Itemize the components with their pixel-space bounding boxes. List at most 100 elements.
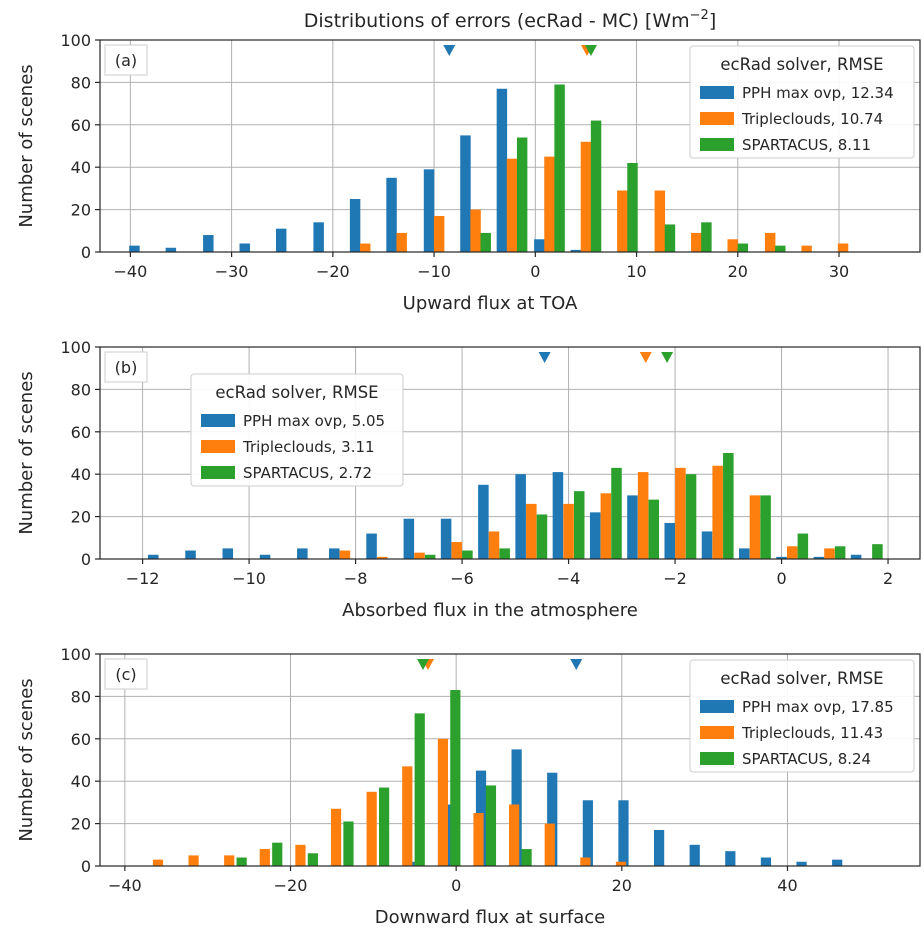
y-tick-label: 20: [71, 508, 91, 527]
bar-spartacus: [611, 467, 622, 559]
mean-marker-spartacus: [584, 45, 597, 56]
y-tick-label: 60: [71, 730, 91, 749]
bar-tripleclouds: [691, 232, 702, 252]
bar-tripleclouds: [509, 804, 520, 866]
bar-spartacus: [775, 245, 786, 252]
bar-tripleclouds: [433, 215, 445, 252]
legend-swatch: [700, 726, 734, 739]
legend-entry: Tripleclouds, 11.43: [741, 724, 883, 742]
bar-tripleclouds: [295, 844, 306, 866]
bar-tripleclouds: [600, 493, 612, 559]
panel-label: (c): [115, 665, 136, 684]
mean-marker-pph-max-ovp: [538, 352, 551, 363]
figure-title: Distributions of errors (ecRad - MC) [Wm…: [304, 8, 716, 32]
x-tick-label: −4: [557, 569, 581, 588]
x-tick-label: 20: [728, 262, 748, 281]
bar-tripleclouds: [414, 552, 425, 559]
bar-tripleclouds: [654, 190, 666, 252]
x-tick-label: 0: [451, 876, 461, 895]
bar-tripleclouds: [637, 472, 649, 559]
bar-spartacus: [462, 550, 473, 559]
axes-frame: [99, 39, 921, 253]
bar-spartacus: [236, 857, 247, 866]
x-tick-label: −12: [126, 569, 160, 588]
bar-spartacus: [516, 137, 528, 252]
legend-entry: Tripleclouds, 10.74: [741, 110, 883, 128]
bar-pph-max-ovp: [313, 222, 324, 252]
y-tick-label: 100: [60, 645, 91, 664]
bar-tripleclouds: [506, 158, 518, 252]
x-tick-label: −6: [450, 569, 474, 588]
y-tick-label: 0: [81, 550, 91, 569]
bar-tripleclouds: [526, 503, 537, 559]
bar-spartacus: [521, 849, 532, 866]
bar-spartacus: [272, 842, 283, 866]
bar-spartacus: [343, 821, 354, 866]
y-tick-label: 60: [71, 423, 91, 442]
bar-tripleclouds: [580, 141, 592, 252]
x-tick-label: −40: [113, 262, 147, 281]
legend-swatch: [700, 86, 734, 99]
legend-title: ecRad solver, RMSE: [720, 55, 883, 74]
bar-pph-max-ovp: [689, 844, 700, 866]
bar-tripleclouds: [617, 190, 628, 252]
bar-pph-max-ovp: [725, 851, 736, 866]
legend-entry: PPH max ovp, 5.05: [243, 412, 385, 430]
bar-spartacus: [450, 690, 461, 866]
bar-pph-max-ovp: [386, 177, 397, 252]
legend-swatch: [700, 752, 734, 765]
legend-box: [689, 659, 915, 773]
legend-entry: SPARTACUS, 2.72: [243, 464, 372, 482]
mean-marker-tripleclouds: [639, 352, 652, 363]
bar-pph-max-ovp: [185, 550, 196, 559]
bar-tripleclouds: [451, 542, 463, 559]
y-tick-label: 100: [60, 338, 91, 357]
legend-title: ecRad solver, RMSE: [720, 669, 883, 688]
bar-pph-max-ovp: [589, 512, 601, 559]
bar-tripleclouds: [437, 738, 449, 866]
bar-tripleclouds: [470, 209, 481, 252]
bar-spartacus: [737, 243, 749, 252]
bar-tripleclouds: [402, 766, 413, 866]
bar-tripleclouds: [330, 808, 342, 866]
y-tick-label: 100: [60, 31, 91, 50]
x-tick-label: −10: [232, 569, 266, 588]
y-axis-label: Number of scenes: [16, 64, 37, 227]
bar-spartacus: [701, 222, 712, 252]
axes-frame: [99, 653, 921, 867]
y-tick-label: 0: [81, 243, 91, 262]
mean-marker-pph-max-ovp: [570, 659, 583, 670]
bar-spartacus: [485, 785, 497, 866]
axes-frame: [99, 346, 921, 560]
bar-pph-max-ovp: [222, 548, 234, 559]
bar-pph-max-ovp: [653, 829, 665, 866]
bar-tripleclouds: [712, 465, 723, 559]
bar-spartacus: [480, 232, 491, 252]
bar-tripleclouds: [615, 861, 627, 866]
legend-swatch: [201, 466, 235, 479]
x-tick-label: 30: [829, 262, 849, 281]
panel-label-box: [104, 44, 148, 76]
legend-swatch: [201, 414, 235, 427]
bar-tripleclouds: [563, 503, 574, 559]
bar-pph-max-ovp: [496, 88, 508, 252]
bar-tripleclouds: [824, 548, 835, 559]
y-tick-label: 40: [71, 465, 91, 484]
y-axis-label: Number of scenes: [16, 371, 37, 534]
mean-marker-spartacus: [661, 352, 674, 363]
bar-pph-max-ovp: [618, 800, 629, 866]
bar-tripleclouds: [786, 546, 798, 559]
bar-spartacus: [554, 84, 565, 253]
bar-pph-max-ovp: [297, 548, 308, 559]
bar-pph-max-ovp: [239, 243, 250, 252]
x-tick-label: −8: [344, 569, 368, 588]
bar-pph-max-ovp: [552, 472, 564, 559]
y-tick-label: 80: [71, 687, 91, 706]
bar-pph-max-ovp: [534, 239, 545, 252]
bar-tripleclouds: [224, 855, 235, 866]
legend-swatch: [700, 700, 734, 713]
x-axis-label: Downward flux at surface: [375, 907, 605, 928]
bar-spartacus: [590, 120, 602, 252]
y-tick-label: 20: [71, 815, 91, 834]
